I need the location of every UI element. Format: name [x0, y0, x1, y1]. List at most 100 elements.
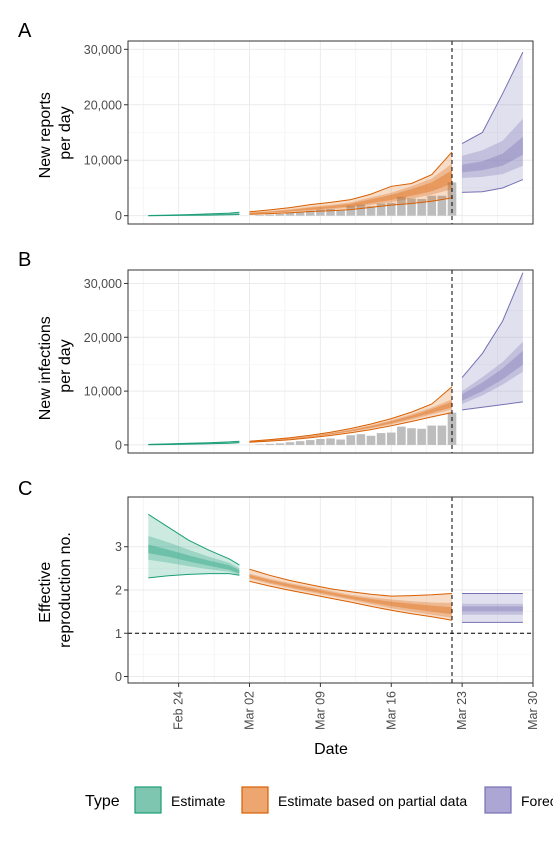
bar	[326, 438, 335, 445]
ribbon-edge-upper-partial	[249, 568, 453, 597]
bar	[295, 441, 305, 445]
ribbon-forecast-outer	[462, 272, 523, 410]
panel-a-ylabel-line-1: New reports	[37, 92, 54, 178]
bar	[447, 182, 457, 216]
bar	[285, 212, 295, 216]
bar	[316, 209, 325, 216]
x-tick-label: Mar 23	[455, 691, 469, 730]
bar	[427, 195, 437, 216]
ribbon-partial-mid	[249, 573, 452, 618]
bar	[275, 443, 285, 445]
legend-label-2: Forecast	[521, 793, 553, 809]
bar	[326, 209, 335, 216]
ribbon-edge-upper-estimate	[148, 440, 240, 445]
bar	[407, 198, 416, 216]
ribbon-forecast-outer	[462, 52, 523, 193]
legend-label-1: Estimate based on partial data	[278, 793, 467, 809]
y-tick-label: 3	[115, 540, 122, 554]
bar	[366, 435, 376, 445]
ribbon-edge-lower-partial	[249, 197, 453, 215]
ribbon-estimate-mid	[148, 535, 240, 575]
x-axis-label: Date	[314, 741, 348, 758]
ribbon-edge-upper-partial	[249, 386, 453, 442]
panel-c-ylabel-line-1: Effective	[37, 562, 54, 623]
ribbon-partial-outer	[249, 151, 452, 215]
bar	[356, 434, 366, 445]
plot-background	[128, 270, 533, 453]
bar	[376, 203, 386, 216]
ribbon-forecast-mid	[462, 603, 523, 615]
y-tick-label: 20,000	[84, 331, 122, 345]
ribbon-estimate-inner	[148, 213, 240, 216]
panel-c-ylabel: Effective reproduction no.	[37, 532, 74, 648]
x-tick-label: Feb 24	[172, 691, 186, 730]
panel-letter-c: C	[18, 478, 32, 500]
x-tick-label: Mar 16	[384, 691, 398, 730]
bar	[397, 196, 406, 216]
legend-label-0: Estimate	[171, 793, 226, 809]
ribbon-estimate-outer	[148, 514, 240, 578]
bar	[386, 432, 396, 445]
bar	[447, 412, 457, 445]
x-axis: Feb 24 Mar 02 Mar 09 Mar 16 Mar 23 Mar 30	[172, 683, 540, 730]
ribbon-estimate-inner	[148, 544, 240, 574]
bar	[427, 425, 437, 445]
panel-c-ylabel-line-2: reproduction no.	[57, 532, 74, 648]
bar	[255, 215, 264, 216]
bar	[356, 204, 366, 216]
ribbon-edge-upper-forecast	[461, 272, 524, 378]
panel-a-ylabel: New reports per day	[37, 88, 74, 179]
bar	[417, 428, 426, 445]
panel-a-ylabel-line-2: per day	[57, 106, 74, 159]
bar	[305, 440, 315, 445]
y-tick-label: 0	[115, 670, 122, 684]
bar	[376, 433, 386, 445]
ribbon-forecast-inner	[462, 606, 523, 612]
ribbon-edge-lower-estimate	[148, 214, 240, 217]
bar	[295, 211, 305, 216]
ribbon-edge-lower-partial	[249, 412, 453, 443]
bar	[255, 444, 264, 445]
bar	[407, 428, 416, 445]
y-tick-label: 30,000	[84, 277, 122, 291]
plot-border	[127, 40, 534, 225]
bar	[437, 425, 447, 445]
bar	[346, 205, 356, 216]
bar	[336, 210, 345, 216]
ribbon-edge-upper-partial	[249, 151, 453, 213]
ribbon-edge-upper-forecast	[461, 51, 524, 145]
legend: Type Estimate Estimate based on partial d…	[85, 786, 553, 814]
ribbon-partial-mid	[249, 163, 452, 214]
bar	[437, 195, 447, 216]
legend-key-0	[134, 786, 162, 814]
bar	[336, 439, 345, 445]
ribbon-edge-lower-estimate	[148, 442, 240, 446]
y-tick-label: 30,000	[84, 43, 122, 57]
bar	[265, 214, 275, 216]
panel-letter-b: B	[18, 249, 31, 271]
panel-b-plot: 0 10,000 20,000 30,000	[84, 269, 534, 454]
bar	[386, 202, 396, 216]
ribbon-partial-outer	[249, 569, 452, 621]
legend-key-2	[484, 786, 512, 814]
x-tick-label: Mar 09	[313, 691, 327, 730]
y-tick-label: 10,000	[84, 154, 122, 168]
ribbon-partial-inner	[249, 170, 452, 214]
plot-border	[127, 269, 534, 454]
y-tick-label: 10,000	[84, 385, 122, 399]
bar	[397, 426, 406, 445]
ribbon-forecast-mid	[462, 118, 523, 178]
y-tick-label: 0	[115, 438, 122, 452]
bar	[305, 210, 315, 216]
ribbon-edge-lower-forecast	[462, 401, 523, 411]
bar	[316, 439, 325, 445]
y-tick-label: 1	[115, 627, 122, 641]
panel-b-ylabel-line-1: New infections	[37, 316, 54, 420]
panel-a-plot: 0 10,000 20,000 30,000	[84, 40, 534, 225]
ribbon-forecast-outer	[462, 593, 523, 623]
panel-c-plot: 0 1 2 3	[115, 496, 534, 684]
panel-b-ylabel: New infections per day	[37, 312, 74, 421]
bar	[285, 442, 295, 445]
panel-letter-a: A	[18, 20, 32, 42]
